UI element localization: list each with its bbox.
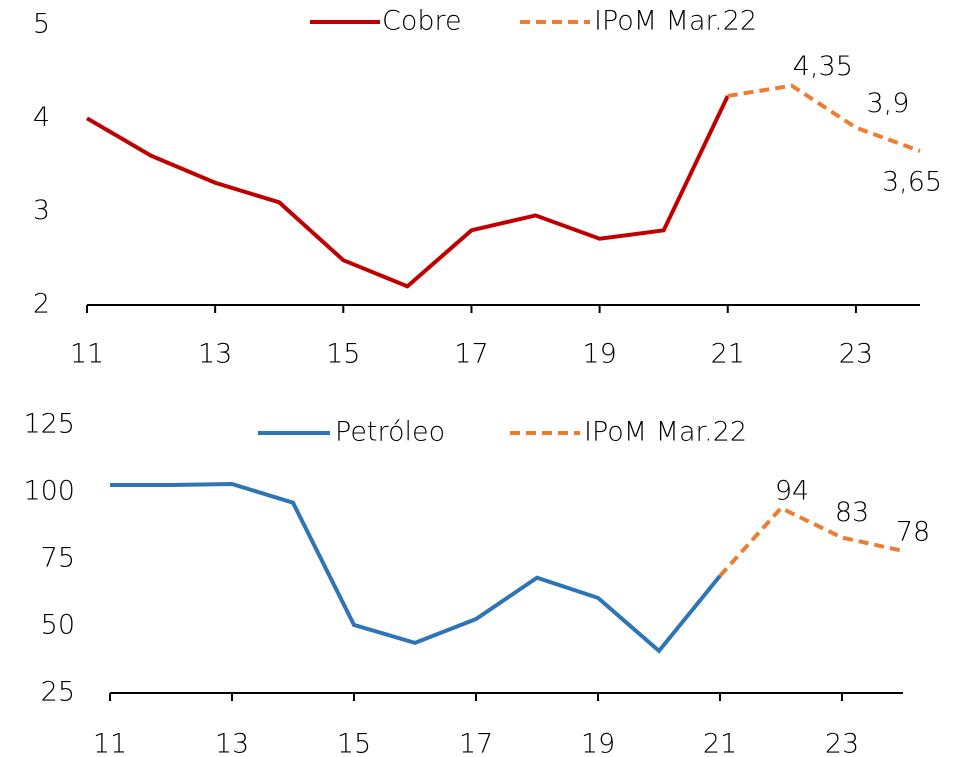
legend-label: Petróleo	[335, 417, 445, 448]
legend-label: IPoM Mar.22	[584, 417, 747, 448]
x-tick-label: 11	[70, 339, 104, 370]
data-label: 3,9	[866, 88, 909, 119]
legend-label: Cobre	[382, 6, 462, 37]
series-line	[727, 83, 921, 153]
x-tick-label: 13	[198, 339, 232, 370]
y-tick-label: 50	[41, 610, 75, 641]
x-tick-label: 13	[215, 729, 249, 757]
x-tick-label: 19	[581, 729, 615, 757]
y-tick-label: 75	[41, 543, 75, 574]
y-tick-label: 125	[23, 409, 75, 440]
x-tick-label: 11	[93, 729, 127, 757]
data-label: 94	[775, 476, 809, 507]
series-line	[110, 481, 722, 654]
data-label: 83	[835, 497, 869, 528]
data-label: 3,65	[882, 167, 942, 198]
x-tick-label: 23	[825, 729, 859, 757]
x-tick-label: 19	[582, 339, 616, 370]
y-tick-label: 100	[23, 476, 75, 507]
data-label: 78	[896, 516, 930, 547]
y-tick-label: 3	[33, 195, 50, 226]
x-tick-label: 15	[326, 339, 360, 370]
x-tick-label: 21	[703, 729, 737, 757]
legend-label: IPoM Mar.22	[594, 6, 757, 37]
x-tick-label: 17	[454, 339, 488, 370]
data-label: 4,35	[793, 51, 853, 82]
x-tick-label: 15	[337, 729, 371, 757]
y-tick-label: 4	[33, 102, 50, 133]
series-line	[718, 505, 904, 578]
y-tick-label: 5	[33, 9, 50, 40]
y-tick-label: 2	[33, 289, 50, 320]
x-tick-label: 17	[459, 729, 493, 757]
series-line	[85, 95, 730, 289]
y-tick-label: 25	[41, 677, 75, 708]
x-tick-label: 21	[711, 339, 745, 370]
x-tick-label: 23	[839, 339, 873, 370]
